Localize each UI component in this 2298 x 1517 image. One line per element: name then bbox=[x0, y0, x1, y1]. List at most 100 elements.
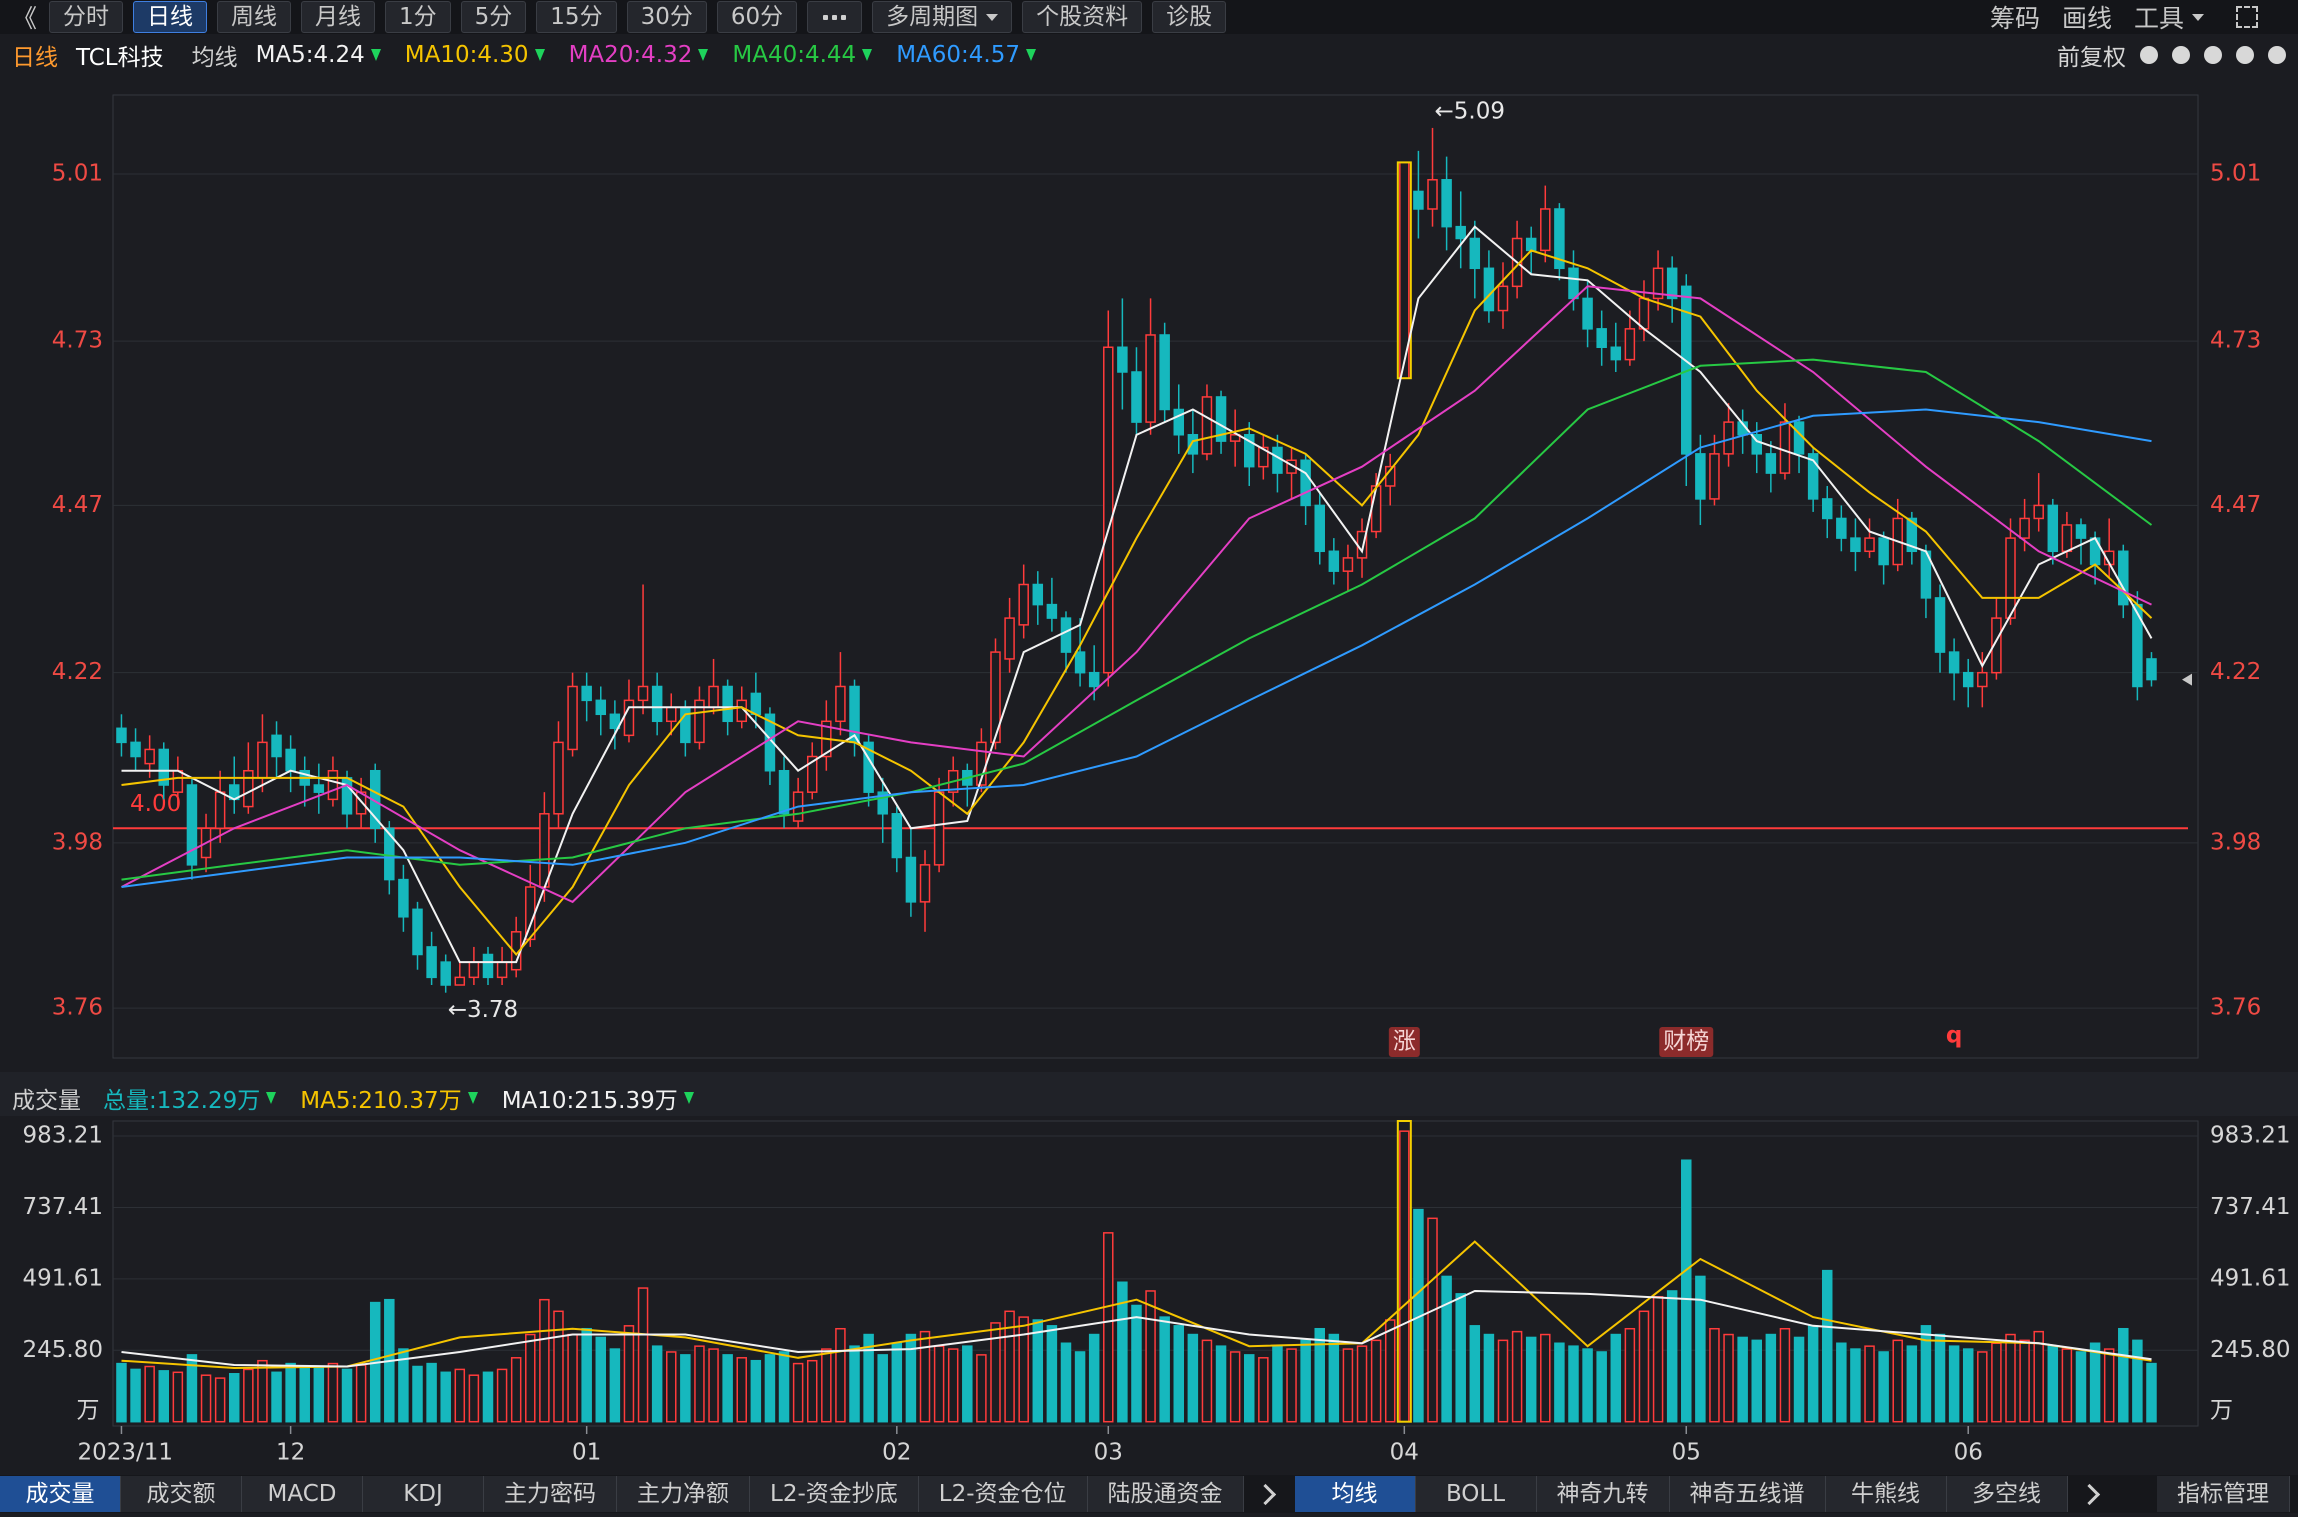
volume-bar bbox=[1356, 1345, 1368, 1423]
volume-bar bbox=[722, 1354, 733, 1423]
indicator-tab[interactable]: 主力密码 bbox=[484, 1476, 617, 1512]
volume-bar bbox=[821, 1348, 832, 1423]
y-tick-label-right: 3.98 bbox=[2210, 829, 2261, 855]
selection-box bbox=[1396, 161, 1412, 380]
candle-body bbox=[1074, 651, 1086, 674]
period-tab[interactable]: 30分 bbox=[626, 1, 707, 33]
dot-icon bbox=[823, 14, 829, 20]
volume-bar bbox=[1032, 1319, 1044, 1423]
candle-body bbox=[990, 651, 1001, 744]
volume-bar bbox=[1131, 1304, 1142, 1423]
candle-body bbox=[1540, 208, 1551, 252]
volume-bar bbox=[525, 1333, 536, 1423]
x-tick-label: 03 bbox=[1094, 1440, 1123, 1466]
volume-bar bbox=[1807, 1325, 1819, 1423]
more-button[interactable] bbox=[807, 1, 863, 33]
candle-body bbox=[496, 961, 508, 979]
indicator-tab[interactable]: 陆股通资金 bbox=[1087, 1476, 1244, 1512]
period-tab[interactable]: 5分 bbox=[460, 1, 527, 33]
candle-body bbox=[1568, 267, 1579, 300]
candle-body bbox=[1821, 498, 1833, 520]
candle-body bbox=[2033, 504, 2044, 520]
overlay-tab[interactable]: 均线 bbox=[1294, 1476, 1416, 1512]
right-tool[interactable]: 工具 bbox=[2134, 0, 2204, 35]
volume-bar bbox=[285, 1362, 296, 1423]
back-button[interactable]: 《 bbox=[12, 4, 38, 33]
volume-legend: 成交量 总量:132.29万 MA5:210.37万 MA10:215.39万 bbox=[12, 1083, 718, 1114]
volume-bar bbox=[750, 1359, 762, 1423]
candle-body bbox=[172, 769, 184, 793]
candle-body bbox=[1807, 453, 1819, 500]
adjust-label[interactable]: 前复权 bbox=[2057, 45, 2126, 71]
candle-body bbox=[736, 699, 747, 723]
indicator-tab[interactable]: L2-资金仓位 bbox=[918, 1476, 1088, 1512]
ma-line bbox=[121, 249, 2153, 957]
scroll-arrow[interactable] bbox=[2078, 1483, 2100, 1505]
candle-body bbox=[1991, 617, 2002, 674]
volume-bar bbox=[694, 1345, 705, 1423]
tool-tab[interactable]: 个股资料 bbox=[1022, 1, 1143, 33]
volume-bar bbox=[116, 1362, 127, 1423]
selection-box bbox=[1396, 1120, 1412, 1423]
scroll-arrow[interactable] bbox=[1254, 1483, 1276, 1505]
candle-body bbox=[1229, 434, 1241, 442]
tool-label: 个股资料 bbox=[1036, 4, 1129, 30]
volume-bar bbox=[228, 1373, 240, 1423]
right-tool[interactable]: 筹码 bbox=[1990, 0, 2040, 35]
x-tick-label: 05 bbox=[1672, 1440, 1701, 1466]
candle-body bbox=[1610, 346, 1622, 361]
volume-bar bbox=[1300, 1339, 1311, 1423]
ma-line bbox=[121, 285, 2152, 904]
indicator-tab[interactable]: KDJ bbox=[363, 1476, 484, 1512]
volume-bar bbox=[539, 1298, 550, 1423]
indicator-tab[interactable]: 成交额 bbox=[121, 1476, 242, 1512]
y-tick-label: 4.22 bbox=[52, 659, 103, 685]
period-tab[interactable]: 日线 bbox=[133, 1, 208, 33]
volume-bar bbox=[567, 1333, 578, 1423]
indicator-tab[interactable]: 成交量 bbox=[0, 1476, 121, 1512]
candle-body bbox=[680, 706, 691, 744]
overlay-tab[interactable]: 多空线 bbox=[1946, 1476, 2068, 1512]
candle-body bbox=[595, 699, 607, 716]
y-tick-label-right: 4.22 bbox=[2210, 659, 2261, 685]
candle-body bbox=[1977, 671, 1988, 688]
volume-bar bbox=[1314, 1327, 1325, 1423]
tool-icon[interactable] bbox=[2140, 46, 2158, 64]
period-tab[interactable]: 周线 bbox=[217, 1, 292, 33]
period-tab[interactable]: 60分 bbox=[716, 1, 798, 33]
indicator-tab[interactable]: MACD bbox=[242, 1476, 363, 1512]
overlay-tab[interactable]: 牛熊线 bbox=[1825, 1476, 1947, 1512]
volume-bar bbox=[1821, 1269, 1833, 1423]
tool-icon[interactable] bbox=[2204, 46, 2222, 64]
candle-body bbox=[1441, 179, 1452, 228]
volume-bar bbox=[1610, 1333, 1622, 1423]
tool-tab[interactable]: 诊股 bbox=[1152, 1, 1227, 33]
volume-bar bbox=[891, 1342, 903, 1423]
tool-icon[interactable] bbox=[2172, 46, 2190, 64]
candle-body bbox=[1187, 434, 1199, 455]
volume-bar bbox=[214, 1377, 226, 1423]
indicator-tab[interactable]: L2-资金抄底 bbox=[750, 1476, 919, 1512]
period-tab[interactable]: 1分 bbox=[385, 1, 451, 33]
overlay-tab[interactable]: 神奇九转 bbox=[1536, 1476, 1670, 1512]
indicator-tab[interactable]: 主力净额 bbox=[617, 1476, 750, 1512]
volume-bar bbox=[947, 1348, 959, 1423]
tool-icon[interactable] bbox=[2236, 46, 2254, 64]
x-tick-label: 12 bbox=[276, 1440, 305, 1466]
manage-button[interactable]: 指标管理 bbox=[2157, 1476, 2290, 1512]
period-tab[interactable]: 分时 bbox=[49, 1, 124, 33]
overlay-tab[interactable]: 神奇五线谱 bbox=[1669, 1476, 1826, 1512]
candle-body bbox=[637, 685, 649, 702]
indicator-tabs: 成交量 成交额 MACD KDJ 主力密码 主力净额 L2-资金抄底 L2-资金仓位 陆股通资金… bbox=[0, 1475, 2298, 1513]
fullscreen-button[interactable] bbox=[2236, 6, 2258, 28]
period-tab[interactable]: 15分 bbox=[536, 1, 617, 33]
tool-tab[interactable]: 多周期图 bbox=[872, 1, 1013, 33]
tool-icon[interactable] bbox=[2268, 46, 2286, 64]
overlay-tab[interactable]: BOLL bbox=[1415, 1476, 1537, 1512]
dot-icon bbox=[841, 14, 847, 20]
candle-body bbox=[1117, 346, 1128, 373]
right-tool[interactable]: 画线 bbox=[2062, 0, 2112, 35]
volume-bar bbox=[1709, 1327, 1720, 1423]
period-tab[interactable]: 月线 bbox=[301, 1, 376, 33]
volume-bar bbox=[806, 1359, 818, 1423]
